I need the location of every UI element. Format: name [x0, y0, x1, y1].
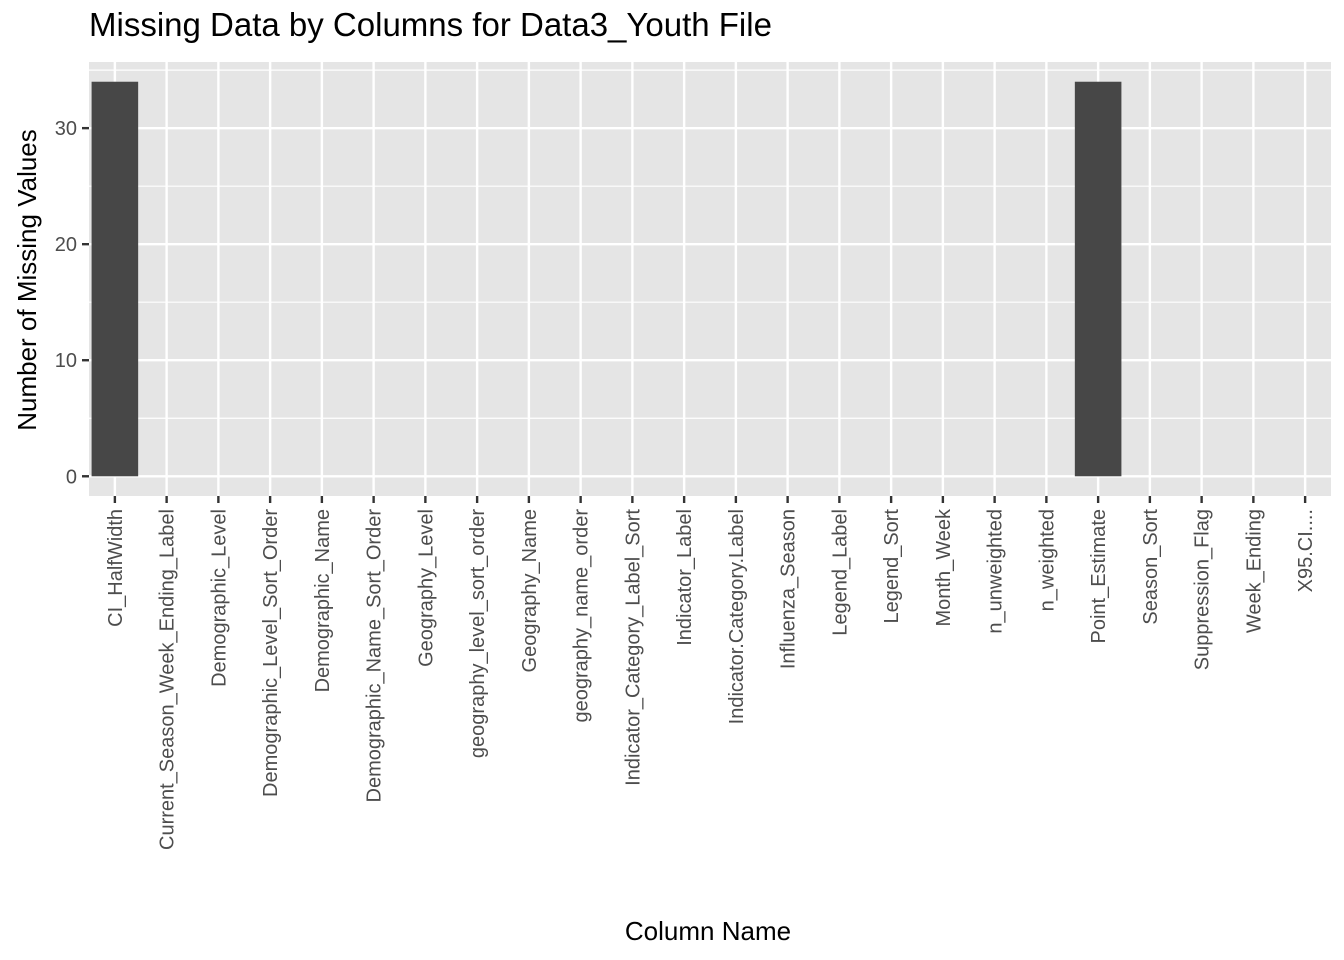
x-tick-label: Demographic_Name — [312, 509, 334, 692]
x-tick-label: geography_name_order — [571, 509, 593, 723]
plot-panel — [89, 62, 1331, 496]
minor-gridlines — [89, 69, 1331, 419]
x-tick-label: Point_Estimate — [1088, 509, 1110, 644]
x-tick-label: Legend_Sort — [881, 509, 903, 624]
y-axis-title: Number of Missing Values — [12, 129, 42, 431]
x-tick-label: X95.CI.... — [1295, 509, 1317, 592]
x-tick-label: Season_Sort — [1140, 509, 1162, 625]
y-tick-label: 0 — [66, 466, 77, 488]
y-tick-label: 30 — [55, 118, 77, 140]
chart-title: Missing Data by Columns for Data3_Youth … — [89, 6, 772, 43]
bars — [91, 81, 1122, 477]
x-tick-label: Geography_Name — [519, 509, 541, 672]
x-tick-label: geography_level_sort_order — [467, 509, 489, 758]
x-tick-label: Demographic_Level_Sort_Order — [260, 509, 282, 797]
x-tick-label: Week_Ending — [1243, 509, 1265, 633]
x-tick-label: Month_Week — [933, 508, 955, 626]
x-tick-label: Demographic_Name_Sort_Order — [364, 509, 386, 803]
y-axis: 0 10 20 30 — [55, 118, 89, 488]
x-tick-label: Current_Season_Week_Ending_Label — [157, 509, 179, 850]
x-tick-label: CI_HalfWidth — [105, 509, 127, 627]
x-tick-label: Indicator_Label — [674, 509, 696, 646]
y-tick-label: 20 — [55, 234, 77, 256]
y-tick-label: 10 — [55, 350, 77, 372]
x-tick-label: n_unweighted — [985, 509, 1007, 634]
major-gridlines — [89, 62, 1331, 496]
x-tick-label: Suppression_Flag — [1192, 509, 1214, 670]
x-tick-label: Indicator_Category_Label_Sort — [622, 509, 644, 786]
x-axis: CI_HalfWidth Current_Season_Week_Ending_L… — [105, 496, 1317, 850]
x-tick-label: Geography_Level — [415, 509, 437, 667]
x-tick-label: Demographic_Level — [208, 509, 230, 687]
bar — [1074, 81, 1122, 477]
x-tick-label: n_weighted — [1036, 509, 1058, 611]
x-tick-label: Influenza_Season — [778, 509, 800, 669]
x-tick-label: Indicator.Category.Label — [726, 509, 748, 724]
bar — [91, 81, 139, 477]
x-axis-title: Column Name — [625, 916, 791, 946]
x-tick-label: Legend_Label — [829, 509, 851, 636]
